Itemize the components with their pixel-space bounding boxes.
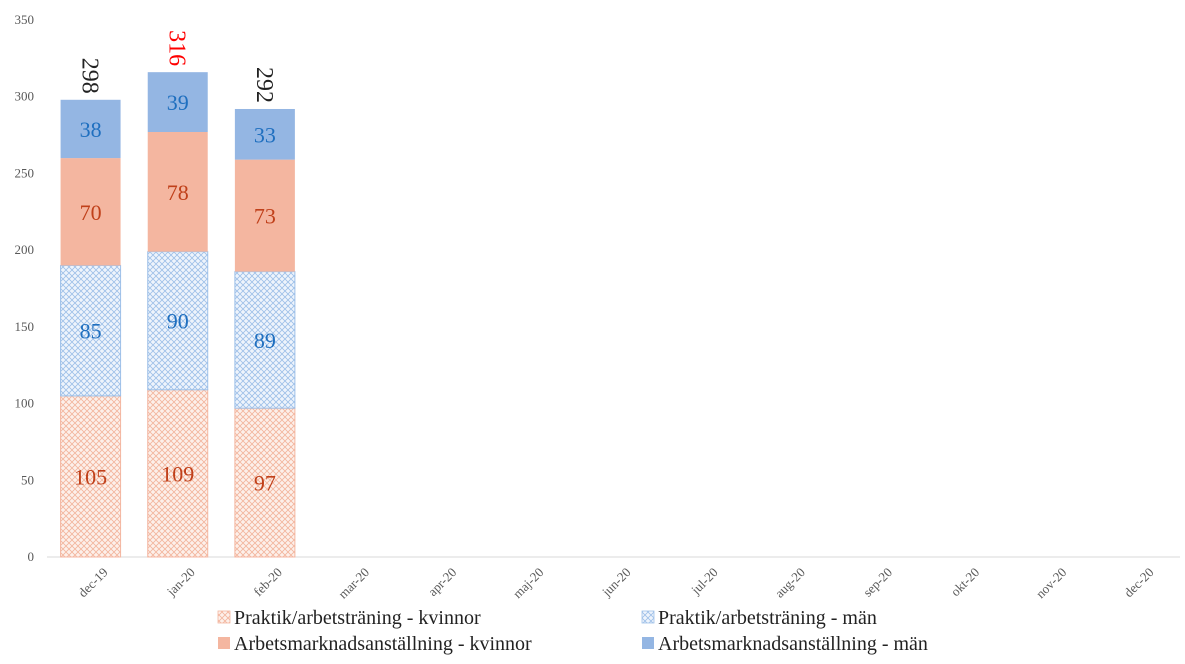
data-label: 70: [80, 200, 102, 225]
x-tick-label: jan-20: [163, 565, 198, 600]
legend-swatch: [642, 637, 654, 649]
y-tick-label: 200: [15, 242, 35, 257]
data-label: 39: [167, 90, 189, 115]
x-tick-label: maj-20: [510, 565, 547, 602]
data-label: 109: [161, 461, 194, 486]
x-tick-label: nov-20: [1033, 565, 1070, 602]
y-tick-label: 300: [15, 89, 35, 104]
bar-segment: [234, 108, 295, 160]
bars: [60, 72, 296, 558]
legend-label: Arbetsmarknadsanställning - kvinnor: [234, 633, 532, 655]
bar-segment: [60, 264, 122, 397]
legend: Praktik/arbetsträning - kvinnor Praktik/a…: [217, 607, 928, 655]
bar-segment: [147, 132, 208, 252]
data-label: 78: [167, 180, 189, 205]
x-tick-label: jun-20: [598, 565, 633, 600]
data-label: 73: [254, 204, 276, 229]
bar-segment: [60, 158, 121, 266]
data-label: 89: [254, 328, 276, 353]
x-tick-label: dec-19: [75, 565, 111, 601]
data-label: 97: [254, 471, 276, 496]
legend-label: Arbetsmarknadsanställning - män: [658, 633, 928, 655]
x-tick-label: feb-20: [250, 565, 285, 600]
x-tick-label: sep-20: [860, 565, 895, 600]
y-tick-label: 350: [15, 12, 35, 27]
y-tick-label: 100: [15, 396, 35, 411]
legend-swatch: [218, 637, 230, 649]
bar-segment: [147, 251, 209, 391]
total-label: 298: [77, 58, 103, 94]
y-tick-label: 150: [15, 319, 35, 334]
x-tick-label: apr-20: [425, 565, 459, 599]
y-tick-label: 250: [15, 165, 35, 180]
data-label: 38: [80, 117, 102, 142]
bar-segment: [234, 159, 295, 272]
legend-label: Praktik/arbetsträning - kvinnor: [234, 607, 481, 629]
y-tick-label: 50: [21, 472, 34, 487]
legend-label: Praktik/arbetsträning - män: [658, 607, 877, 629]
bar-segment: [147, 389, 209, 558]
x-axis: dec-19 jan-20 feb-20 mar-20 apr-20 maj-20 jun-…: [47, 556, 1180, 602]
data-label: 33: [254, 122, 276, 147]
data-label: 90: [167, 309, 189, 334]
x-tick-label: mar-20: [335, 565, 372, 602]
total-label: 316: [164, 30, 190, 66]
y-axis: 0 50 100 150 200 250 300 350: [15, 12, 35, 564]
bar-segment: [234, 271, 296, 409]
legend-swatch: [217, 610, 231, 624]
data-labels: 105 85 70 38 298 109 90 78 39 316 97 89 73 33 292: [74, 30, 277, 495]
x-tick-label: jul-20: [687, 565, 720, 598]
x-tick-label: dec-20: [1121, 565, 1157, 601]
bar-segment: [147, 72, 208, 133]
x-tick-label: okt-20: [948, 565, 983, 600]
data-label: 105: [74, 464, 107, 489]
legend-swatch: [641, 610, 655, 624]
y-tick-label: 0: [28, 549, 35, 564]
total-label: 292: [251, 67, 277, 103]
data-label: 85: [80, 319, 102, 344]
x-tick-label: aug-20: [772, 565, 808, 601]
bar-segment: [60, 395, 122, 558]
bar-segment: [234, 407, 296, 558]
bar-segment: [60, 99, 121, 159]
